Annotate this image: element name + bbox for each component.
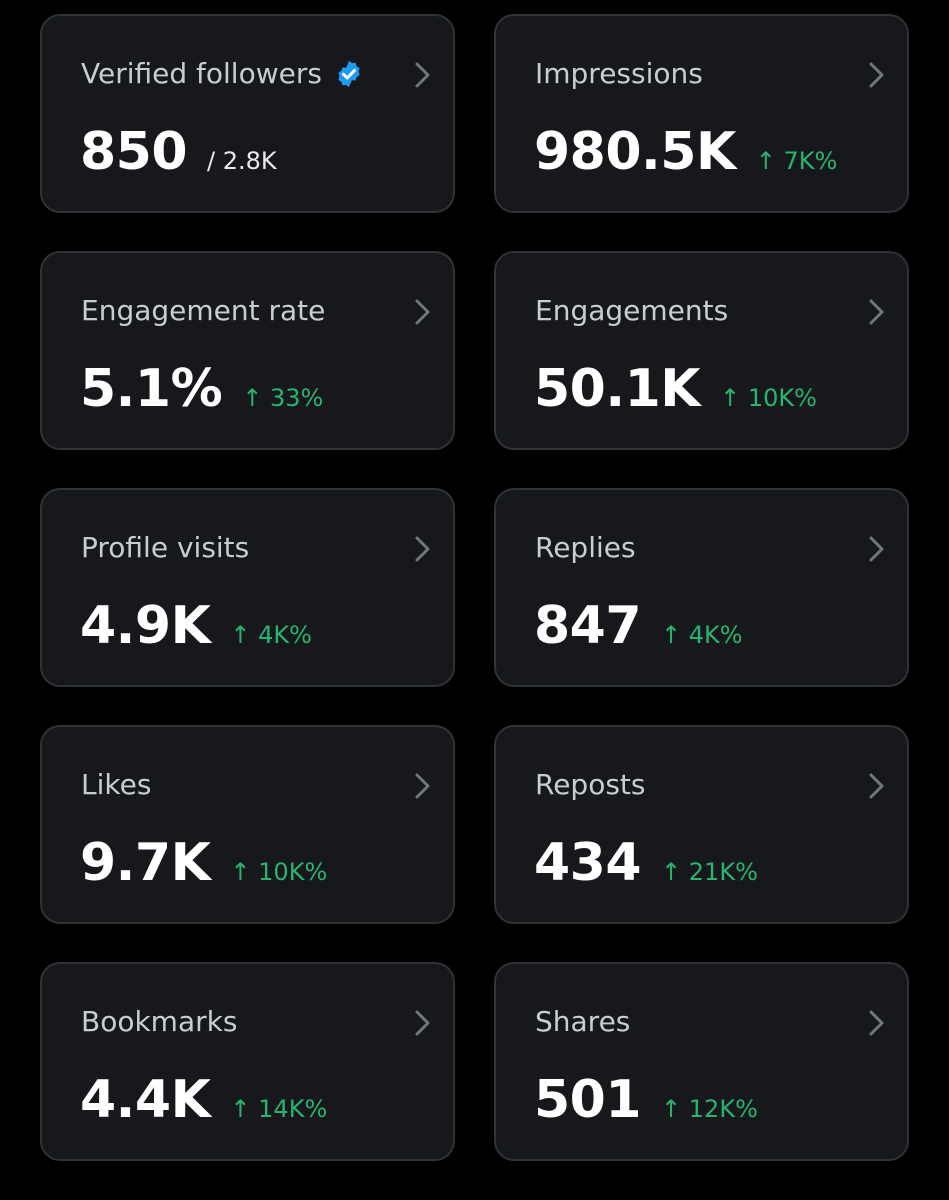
analytics-grid: Verified followers 850 / 2.8K Impression…: [40, 14, 909, 1161]
card-reposts[interactable]: Reposts 434 ↑ 21K%: [494, 725, 909, 924]
card-title: Likes: [81, 768, 152, 801]
card-value-row: 50.1K ↑ 10K%: [534, 357, 817, 421]
card-change: ↑ 21K%: [661, 858, 758, 886]
card-change: ↑ 4K%: [661, 621, 743, 649]
card-replies[interactable]: Replies 847 ↑ 4K%: [494, 488, 909, 687]
card-title: Engagements: [535, 294, 729, 327]
chevron-right-icon: [869, 1010, 884, 1036]
card-change: ↑ 12K%: [661, 1095, 758, 1123]
card-value-row: 847 ↑ 4K%: [534, 594, 743, 658]
card-impressions[interactable]: Impressions 980.5K ↑ 7K%: [494, 14, 909, 213]
chevron-right-icon: [869, 773, 884, 799]
card-title-row: Shares: [535, 1002, 630, 1042]
card-verified-followers[interactable]: Verified followers 850 / 2.8K: [40, 14, 455, 213]
card-change: ↑ 10K%: [720, 384, 817, 412]
card-title-row: Replies: [535, 528, 636, 568]
card-title: Impressions: [535, 57, 703, 90]
card-title: Bookmarks: [81, 1005, 238, 1038]
card-shares[interactable]: Shares 501 ↑ 12K%: [494, 962, 909, 1161]
chevron-right-icon: [415, 536, 430, 562]
card-value: 4.9K: [80, 596, 211, 656]
card-title-row: Engagement rate: [81, 291, 325, 331]
chevron-right-icon: [869, 62, 884, 88]
card-title-row: Engagements: [535, 291, 728, 331]
chevron-right-icon: [869, 299, 884, 325]
card-change: ↑ 4K%: [230, 621, 312, 649]
card-value: 9.7K: [80, 833, 211, 893]
card-title: Reposts: [535, 768, 646, 801]
card-value-row: 434 ↑ 21K%: [534, 831, 758, 895]
card-title: Verified followers: [81, 57, 322, 90]
card-value-row: 980.5K ↑ 7K%: [534, 120, 837, 184]
card-change: ↑ 14K%: [230, 1095, 328, 1123]
chevron-right-icon: [415, 299, 430, 325]
card-title: Shares: [535, 1005, 631, 1038]
card-value-row: 4.4K ↑ 14K%: [80, 1068, 327, 1132]
card-title-row: Bookmarks: [81, 1002, 237, 1042]
card-title-row: Likes: [81, 765, 151, 805]
verified-badge-icon: [334, 59, 364, 89]
card-title-row: Reposts: [535, 765, 645, 805]
card-value: 980.5K: [534, 122, 736, 182]
chevron-right-icon: [415, 62, 430, 88]
card-title-row: Impressions: [535, 54, 703, 94]
card-value: 434: [534, 833, 642, 893]
card-value: 50.1K: [534, 359, 701, 419]
card-value: 5.1%: [80, 359, 223, 419]
card-engagement-rate[interactable]: Engagement rate 5.1% ↑ 33%: [40, 251, 455, 450]
card-value: 847: [534, 596, 642, 656]
card-value-row: 5.1% ↑ 33%: [80, 357, 323, 421]
card-title: Replies: [535, 531, 636, 564]
card-title: Profile visits: [81, 531, 250, 564]
card-value: 501: [534, 1070, 642, 1130]
card-change: ↑ 10K%: [230, 858, 328, 886]
card-value: 850: [80, 122, 188, 182]
card-value-row: 4.9K ↑ 4K%: [80, 594, 312, 658]
card-title-row: Verified followers: [81, 54, 364, 94]
card-value-row: 9.7K ↑ 10K%: [80, 831, 327, 895]
chevron-right-icon: [869, 536, 884, 562]
card-bookmarks[interactable]: Bookmarks 4.4K ↑ 14K%: [40, 962, 455, 1161]
card-value: 4.4K: [80, 1070, 211, 1130]
card-likes[interactable]: Likes 9.7K ↑ 10K%: [40, 725, 455, 924]
card-title-row: Profile visits: [81, 528, 249, 568]
card-profile-visits[interactable]: Profile visits 4.9K ↑ 4K%: [40, 488, 455, 687]
card-engagements[interactable]: Engagements 50.1K ↑ 10K%: [494, 251, 909, 450]
card-total: / 2.8K: [207, 147, 277, 175]
card-change: ↑ 33%: [242, 384, 324, 412]
card-change: ↑ 7K%: [755, 147, 838, 175]
card-title: Engagement rate: [81, 294, 326, 327]
chevron-right-icon: [415, 1010, 430, 1036]
card-value-row: 501 ↑ 12K%: [534, 1068, 758, 1132]
chevron-right-icon: [415, 773, 430, 799]
card-value-row: 850 / 2.8K: [80, 120, 277, 184]
